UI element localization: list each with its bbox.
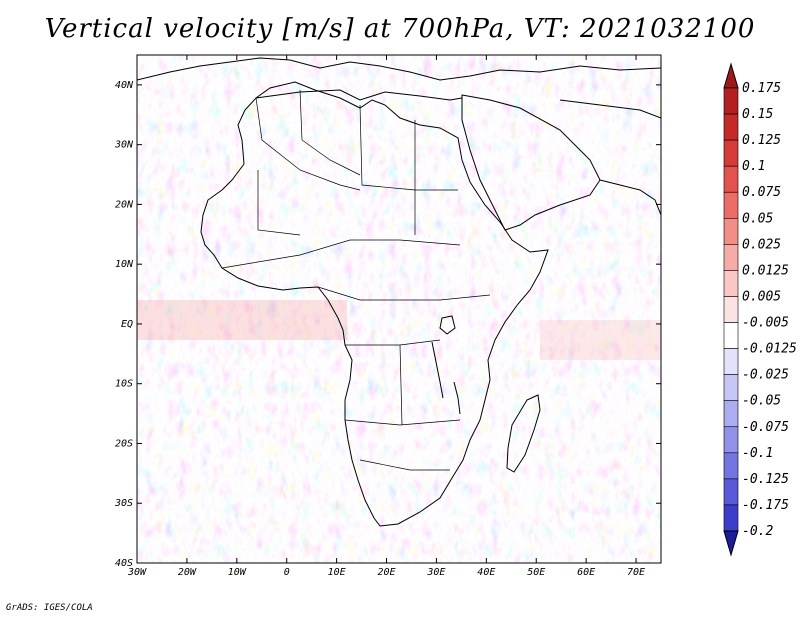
colorbar-swatch (723, 478, 739, 506)
lat-tick-label: 20S (115, 438, 133, 449)
colorbar-label: -0.005 (742, 316, 789, 331)
colorbar-label: 0.005 (742, 289, 781, 304)
colorbar-swatch (723, 426, 739, 454)
colorbar-swatch (723, 400, 739, 428)
colorbar-swatch (723, 452, 739, 480)
lat-tick-label: 30S (114, 498, 133, 509)
colorbar-swatch (723, 296, 739, 323)
colorbar-swatch (723, 165, 739, 193)
europe-coastline (137, 57, 661, 81)
colorbar-swatch (723, 322, 739, 349)
colorbar-label: -0.1 (742, 446, 773, 461)
lon-tick-label: 40E (477, 567, 495, 578)
lon-tick-label: 20W (178, 567, 197, 578)
colorbar-swatch (723, 191, 739, 219)
latitude-axis: 40N 30N 20N 10N EQ 10S 20S 30S 40S (114, 80, 661, 569)
velocity-field (137, 55, 661, 563)
colorbar-swatch (723, 504, 739, 532)
lake-malawi (453, 381, 461, 415)
longitude-axis: 30W 20W 10W 0 10E 20E 30E 40E 50E 60E 70E (127, 55, 645, 578)
lat-tick-label: 10N (115, 259, 134, 270)
lon-tick-label: 30W (127, 567, 147, 578)
colorbar-label: 0.05 (742, 211, 773, 226)
colorbar-label: 0.025 (742, 237, 781, 252)
lon-tick-label: 10E (328, 567, 346, 578)
lon-tick-label: 10W (228, 567, 247, 578)
colorbar-top-arrow (723, 62, 739, 89)
colorbar-bottom-arrow (723, 530, 739, 557)
chart-title: Vertical velocity [m/s] at 700hPa, VT: 2… (44, 14, 756, 44)
africa-coastline (200, 81, 549, 527)
colorbar-label: -0.075 (742, 420, 789, 435)
footer-credit: GrADS: IGES/COLA (6, 603, 93, 613)
colorbar-swatch (723, 244, 739, 271)
iran-india-coastline (559, 99, 661, 216)
colorbar: 0.175 0.15 0.125 0.1 0.075 0.05 0.025 0.0125 0.0… (723, 62, 797, 557)
lon-tick-label: 0 (284, 567, 290, 578)
colorbar-label: -0.175 (742, 498, 789, 513)
colorbar-label: 0.1 (742, 159, 765, 174)
colorbar-label: -0.05 (742, 394, 781, 409)
colorbar-label: 0.15 (742, 107, 773, 122)
colorbar-swatch (723, 270, 739, 297)
arabia-coastline (461, 94, 601, 231)
lon-tick-label: 30E (426, 567, 445, 578)
lat-tick-label: 10S (115, 379, 133, 390)
lake-victoria (439, 315, 456, 335)
mediterranean-coast (255, 89, 463, 101)
colorbar-label: 0.075 (742, 185, 781, 200)
colorbar-label: -0.025 (742, 368, 789, 383)
country-borders (221, 89, 491, 471)
lat-tick-label: 40N (115, 80, 134, 91)
coastlines (137, 57, 661, 527)
colorbar-label: 0.175 (742, 81, 781, 96)
colorbar-swatch (723, 348, 739, 375)
lat-tick-label: 40S (115, 558, 133, 569)
colorbar-swatch (723, 87, 739, 115)
lon-tick-label: 70E (627, 567, 645, 578)
colorbar-swatch (723, 374, 739, 402)
colorbar-swatch (723, 139, 739, 167)
colorbar-swatch (723, 113, 739, 141)
colorbar-swatch (723, 217, 739, 245)
lat-tick-label: 20N (115, 199, 134, 210)
madagascar-coastline (506, 394, 541, 473)
lon-tick-label: 60E (577, 567, 595, 578)
colorbar-label: -0.2 (742, 524, 773, 539)
lat-tick-label: EQ (121, 319, 133, 330)
lon-tick-label: 50E (527, 567, 545, 578)
colorbar-label: -0.0125 (742, 342, 797, 357)
plot-frame (136, 54, 662, 564)
colorbar-label: -0.125 (742, 472, 789, 487)
colorbar-label: 0.125 (742, 133, 781, 148)
lat-tick-label: 30N (114, 140, 134, 151)
colorbar-label: 0.0125 (742, 263, 789, 278)
lon-tick-label: 20E (377, 567, 395, 578)
lake-tanganyika (431, 341, 444, 399)
